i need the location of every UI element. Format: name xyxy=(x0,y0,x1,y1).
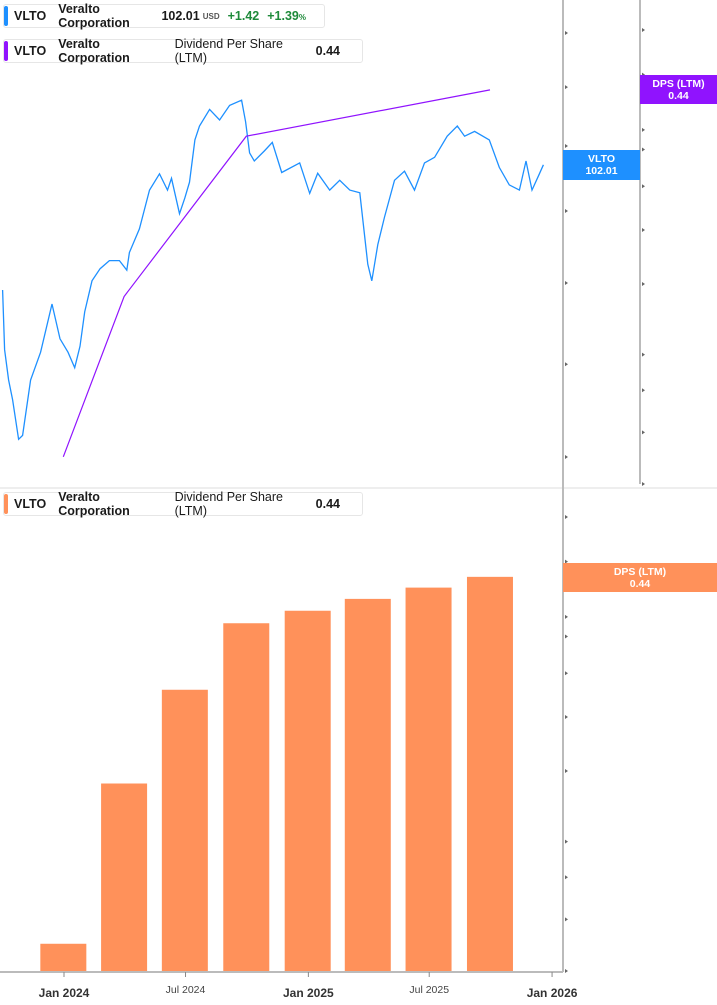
dps-bar xyxy=(161,689,208,971)
badge-label: DPS (LTM) xyxy=(613,565,667,578)
company-name: Veralto Corporation xyxy=(58,37,130,65)
change: +1.42 xyxy=(227,9,260,23)
tick-mark xyxy=(565,559,568,564)
price-line xyxy=(1,99,544,441)
badge-value: 102.01 xyxy=(585,165,618,177)
tick-mark xyxy=(565,362,568,367)
tick-mark xyxy=(642,430,645,435)
tick-mark xyxy=(642,227,645,232)
tick-mark xyxy=(642,184,645,189)
dps-bar xyxy=(344,598,391,971)
tick-mark xyxy=(565,634,568,639)
badge-value: 0.44 xyxy=(629,577,651,590)
change-percent: +1.39% xyxy=(267,9,306,23)
series-color-marker xyxy=(4,41,8,61)
legend-dps-top: VLTO Veralto Corporation Dividend Per Sh… xyxy=(3,37,363,65)
x-tick-label: Jan 2024 xyxy=(39,986,90,1000)
tick-mark xyxy=(565,455,568,459)
series-color-marker xyxy=(4,494,8,514)
dps-bottom-badge: DPS (LTM) 0.44 xyxy=(563,563,717,592)
dps-bar xyxy=(405,587,452,971)
metric-value: 0.44 xyxy=(315,44,340,58)
tick-mark xyxy=(565,281,568,286)
x-tick-label: Jul 2024 xyxy=(166,984,206,996)
tick-mark xyxy=(565,969,568,973)
badge-label: DPS (LTM) xyxy=(652,77,705,90)
tick-mark xyxy=(642,282,645,287)
ticker: VLTO xyxy=(14,9,47,23)
tick-mark xyxy=(565,614,568,619)
metric-name: Dividend Per Share (LTM) xyxy=(174,37,283,65)
tick-mark xyxy=(642,28,645,32)
x-tick-label: Jan 2025 xyxy=(283,986,334,1000)
tick-mark xyxy=(565,769,568,774)
tick-mark xyxy=(565,875,568,880)
tick-mark xyxy=(565,31,568,35)
company-name: Veralto Corporation xyxy=(58,490,130,518)
price: 102.01 xyxy=(161,9,200,23)
tick-mark xyxy=(565,208,568,213)
x-tick-label: Jan 2026 xyxy=(527,986,578,1000)
metric-name: Dividend Per Share (LTM) xyxy=(174,490,283,518)
ticker: VLTO xyxy=(14,497,47,511)
company-name: Veralto Corporation xyxy=(58,2,130,30)
tick-mark xyxy=(565,917,568,922)
dps-bar xyxy=(101,783,148,971)
legend-price: VLTO Veralto Corporation 102.01 USD +1.4… xyxy=(3,2,325,30)
badge-value: 0.44 xyxy=(668,89,689,102)
dps-top-badge: DPS (LTM) 0.44 xyxy=(640,75,717,104)
tick-mark xyxy=(565,714,568,719)
tick-mark xyxy=(642,388,645,393)
tick-mark xyxy=(642,127,645,132)
tick-mark xyxy=(565,515,568,519)
tick-mark xyxy=(565,85,568,90)
tick-mark xyxy=(642,352,645,357)
dps-bar xyxy=(223,623,270,971)
dps-line xyxy=(62,89,491,458)
legend-dps-bottom: VLTO Veralto Corporation Dividend Per Sh… xyxy=(3,490,363,518)
tick-mark xyxy=(642,147,645,152)
tick-mark xyxy=(565,144,568,149)
tick-mark xyxy=(565,839,568,844)
ticker: VLTO xyxy=(14,44,47,58)
dps-bar xyxy=(284,610,331,971)
dps-bar xyxy=(40,943,87,971)
currency: USD xyxy=(202,11,220,21)
badge-label: VLTO xyxy=(587,153,616,165)
metric-value: 0.44 xyxy=(315,497,340,511)
x-tick-label: Jul 2025 xyxy=(409,984,449,996)
tick-mark xyxy=(565,671,568,676)
dps-bar xyxy=(466,576,513,971)
series-color-marker xyxy=(4,6,8,26)
price-badge: VLTO 102.01 xyxy=(563,150,640,180)
tick-mark xyxy=(642,482,645,486)
